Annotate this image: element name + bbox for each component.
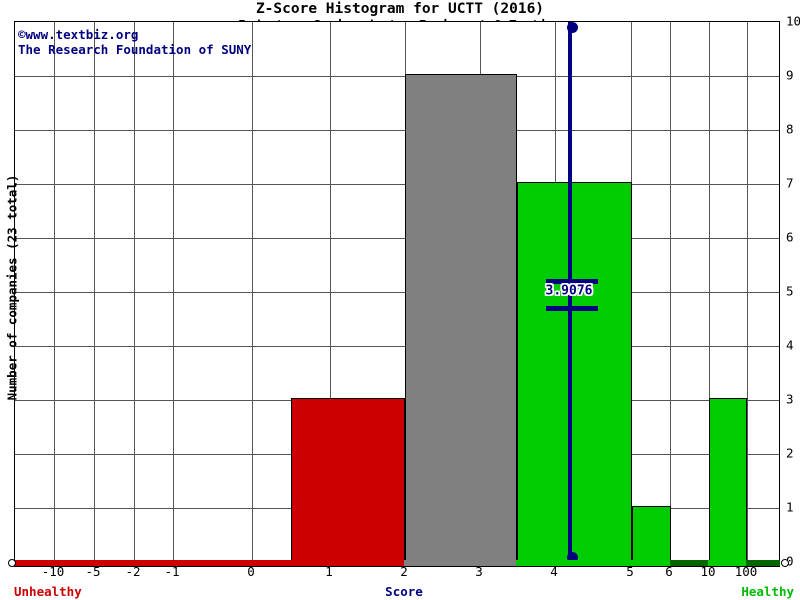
axis-strip-segment-7 bbox=[746, 560, 780, 567]
x-tick--10: -10 bbox=[41, 564, 65, 579]
histogram-bar-4 bbox=[709, 398, 747, 560]
gridline-h-9 bbox=[15, 76, 779, 77]
gridline-h-7 bbox=[15, 184, 779, 185]
gridline-v-1 bbox=[94, 22, 95, 560]
histogram-bar-3 bbox=[632, 506, 671, 560]
axis-strip-segment-3 bbox=[516, 560, 631, 567]
y-axis-title: Number of companies (23 total) bbox=[4, 174, 20, 401]
x-tick-10: 10 bbox=[700, 564, 716, 579]
axis-strip-segment-2 bbox=[404, 560, 516, 567]
x-tick-0: 0 bbox=[247, 564, 255, 579]
marker-crossbar-1 bbox=[546, 305, 598, 311]
gridline-h-4 bbox=[15, 346, 779, 347]
histogram-bar-1 bbox=[405, 74, 517, 560]
histogram-bar-2 bbox=[517, 182, 632, 560]
x-tick-6: 6 bbox=[665, 564, 673, 579]
y-tick-5: 5 bbox=[786, 283, 794, 299]
gridline-h-5 bbox=[15, 292, 779, 293]
axis-strip-segment-4 bbox=[631, 560, 670, 567]
gridline-h-8 bbox=[15, 130, 779, 131]
histogram-bar-0 bbox=[291, 398, 405, 560]
x-tick-3: 3 bbox=[475, 564, 483, 579]
x-tick-2: 2 bbox=[400, 564, 408, 579]
plot-area bbox=[14, 21, 780, 561]
y-tick-3: 3 bbox=[786, 391, 794, 407]
axis-baseline bbox=[14, 566, 780, 567]
axis-strip-segment-1 bbox=[290, 560, 404, 567]
score-value-label: 3.9076 bbox=[545, 283, 593, 299]
gridline-v-4 bbox=[252, 22, 253, 560]
y-tick-7: 7 bbox=[786, 175, 794, 191]
x-axis-title: Score bbox=[385, 584, 423, 599]
y-tick-1: 1 bbox=[786, 499, 794, 515]
healthy-label: Healthy bbox=[741, 584, 794, 599]
y-tick-4: 4 bbox=[786, 337, 794, 353]
axis-strip-segment-6 bbox=[708, 560, 746, 567]
y-tick-0: 0 bbox=[786, 553, 794, 569]
gridline-v-0 bbox=[54, 22, 55, 560]
axis-strip-segment-5 bbox=[670, 560, 708, 567]
x-tick--2: -2 bbox=[125, 564, 141, 579]
watermark-line-2: The Research Foundation of SUNY bbox=[18, 42, 252, 57]
chart-title: Z-Score Histogram for UCTT (2016) bbox=[255, 1, 545, 17]
x-tick-100: 100 bbox=[734, 564, 758, 579]
marker-vertical-line bbox=[568, 22, 572, 560]
gridline-v-2 bbox=[134, 22, 135, 560]
marker-bottom-dot-icon bbox=[566, 552, 578, 560]
y-tick-10: 10 bbox=[786, 13, 800, 29]
gridline-v-5 bbox=[330, 22, 331, 560]
gridline-v-12 bbox=[747, 22, 748, 560]
y-tick-6: 6 bbox=[786, 229, 794, 245]
unhealthy-label: Unhealthy bbox=[14, 584, 82, 599]
gridline-v-10 bbox=[670, 22, 671, 560]
watermark-line-1: ©www.textbiz.org bbox=[18, 27, 139, 42]
axis-strip-segment-0 bbox=[14, 560, 290, 567]
x-tick--5: -5 bbox=[85, 564, 101, 579]
axis-right-endcap-icon bbox=[781, 559, 789, 567]
marker-crossbar-0 bbox=[546, 278, 598, 284]
x-tick-5: 5 bbox=[626, 564, 634, 579]
marker-top-dot-icon bbox=[566, 22, 578, 33]
axis-left-endcap-icon bbox=[8, 559, 16, 567]
y-tick-9: 9 bbox=[786, 67, 794, 83]
x-tick-1: 1 bbox=[325, 564, 333, 579]
y-tick-2: 2 bbox=[786, 445, 794, 461]
x-tick--1: -1 bbox=[164, 564, 180, 579]
health-color-strip bbox=[14, 560, 780, 567]
gridline-h-6 bbox=[15, 238, 779, 239]
gridline-v-3 bbox=[173, 22, 174, 560]
x-tick-4: 4 bbox=[550, 564, 558, 579]
watermark-text: ©www.textbiz.org The Research Foundation… bbox=[18, 27, 251, 57]
y-tick-8: 8 bbox=[786, 121, 794, 137]
gridline-v-11 bbox=[709, 22, 710, 560]
